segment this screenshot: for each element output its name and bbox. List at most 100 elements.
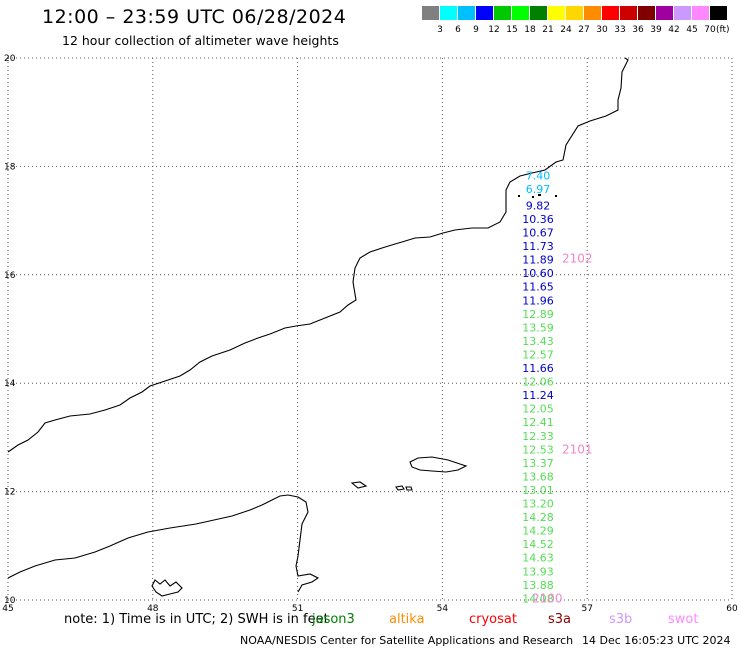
color-scale-label: 33 [614, 25, 626, 35]
latitude-tick-label: 20 [4, 54, 16, 64]
wave-height-label: 11.24 [522, 389, 554, 402]
color-scale-swatch [440, 6, 457, 20]
color-scale-swatch [710, 6, 727, 20]
wave-height-label: 13.37 [522, 457, 554, 470]
time-tags: 2102 2101 2100 [532, 252, 593, 606]
color-scale-label: 39 [650, 25, 662, 35]
wave-height-label: 14.29 [522, 525, 554, 538]
color-scale-label: 45 [686, 25, 698, 35]
wave-height-label: 13.59 [522, 321, 554, 334]
color-scale-label: 12 [488, 25, 500, 35]
arabian-coastline [7, 57, 629, 453]
longitude-tick-label: 45 [2, 604, 13, 614]
latitude-tick-label: 10 [4, 596, 16, 606]
color-scale-label: 3 [437, 25, 443, 35]
pass-time-tag: 2102 [562, 252, 593, 266]
color-scale-swatch [548, 6, 565, 20]
wave-height-label: 12.89 [522, 308, 554, 321]
color-scale-swatch [656, 6, 673, 20]
color-scale-swatch [584, 6, 601, 20]
credit-line: NOAA/NESDIS Center for Satellite Applica… [240, 634, 574, 647]
color-scale-swatch [530, 6, 547, 20]
wave-height-label: 13.93 [522, 565, 554, 578]
wave-height-observations: 7.406.979.8210.3610.6711.7311.8910.6011.… [522, 170, 554, 606]
latitude-labels: 10 12 14 16 18 20 [4, 54, 16, 606]
longitude-tick-label: 54 [437, 604, 449, 614]
color-scale-swatch [458, 6, 475, 20]
color-scale-label: 36 [632, 25, 644, 35]
color-scale-label: 24 [560, 25, 572, 35]
latitude-tick-label: 16 [4, 271, 16, 281]
longitude-tick-label: 60 [726, 604, 738, 614]
wave-height-label: 13.68 [522, 470, 554, 483]
african-coastline [7, 494, 320, 593]
color-scale-swatch [674, 6, 691, 20]
wave-height-label: 14.28 [522, 511, 554, 524]
wave-height-label: 11.73 [522, 240, 554, 253]
wave-height-label: 11.96 [522, 294, 554, 307]
satellite-s3a: s3a [548, 612, 572, 627]
longitude-labels: 45 48 51 54 57 60 [2, 604, 738, 614]
wave-height-label: 10.60 [522, 267, 554, 280]
satellite-s3b: s3b [609, 612, 633, 627]
latitude-tick-label: 12 [4, 488, 15, 498]
color-scale-swatch [476, 6, 493, 20]
wave-height-label: 12.41 [522, 416, 554, 429]
wave-height-label: 9.82 [526, 199, 551, 212]
satellite-jason3: jason3 [312, 612, 355, 627]
satellite-cryosat: cryosat [469, 612, 517, 627]
wave-height-label: 13.01 [522, 484, 554, 497]
color-scale-label: 9 [473, 25, 479, 35]
wave-height-label: 7.40 [526, 170, 551, 183]
pass-time-tag: 2101 [562, 442, 593, 456]
generated-timestamp: 14 Dec 16:05:23 UTC 2024 [582, 634, 731, 647]
islet-dot [538, 194, 541, 196]
color-scale-label: 42 [668, 25, 680, 35]
wave-height-label: 14.08 [522, 592, 554, 605]
color-scale-swatch [602, 6, 619, 20]
color-scale-swatch [512, 6, 529, 20]
color-scale-label: 27 [578, 25, 590, 35]
small-island-1 [395, 485, 405, 491]
page-subtitle: 12 hour collection of altimeter wave hei… [62, 33, 339, 48]
wave-height-label: 14.63 [522, 552, 554, 565]
map-grid [7, 57, 733, 601]
islet-dot [555, 195, 557, 197]
longitude-tick-label: 48 [147, 604, 159, 614]
wave-height-label: 6.97 [526, 183, 551, 196]
wave-height-label: 12.57 [522, 348, 554, 361]
longitude-tick-label: 51 [292, 604, 303, 614]
color-scale-swatch [566, 6, 583, 20]
color-scale-label: 6 [455, 25, 461, 35]
color-scale-label: 15 [506, 25, 518, 35]
satellite-swot: swot [668, 612, 699, 627]
wave-height-label: 11.66 [522, 362, 554, 375]
small-island-2 [405, 486, 413, 491]
coastline [7, 57, 629, 597]
wave-height-label: 10.36 [522, 213, 554, 226]
color-scale-label: 21 [542, 25, 554, 35]
wave-height-label: 11.89 [522, 254, 554, 267]
color-scale-swatch [494, 6, 511, 20]
color-scale-label: 18 [524, 25, 536, 35]
wave-height-label: 11.65 [522, 281, 554, 294]
islet-dot [532, 196, 534, 198]
page-title: 12:00 – 23:59 UTC 06/28/2024 [42, 6, 347, 28]
wave-height-label: 12.05 [522, 403, 554, 416]
wave-height-label: 14.52 [522, 538, 554, 551]
color-scale-swatch [620, 6, 637, 20]
satellite-altika: altika [389, 612, 425, 627]
islet-cluster [151, 579, 183, 597]
color-scale-swatch [692, 6, 709, 20]
pass-time-tag: 2100 [532, 591, 563, 605]
latitude-tick-label: 18 [4, 162, 16, 172]
wave-height-label: 13.88 [522, 579, 554, 592]
wave-height-label: 10.67 [522, 227, 554, 240]
islet-dot [518, 195, 520, 197]
kuria-muria-islands [518, 194, 557, 198]
abd-al-kuri-island [350, 481, 368, 489]
color-scale-label: 30 [596, 25, 608, 35]
color-scale-unit: (ft) [716, 25, 730, 35]
longitude-tick-label: 57 [581, 604, 592, 614]
